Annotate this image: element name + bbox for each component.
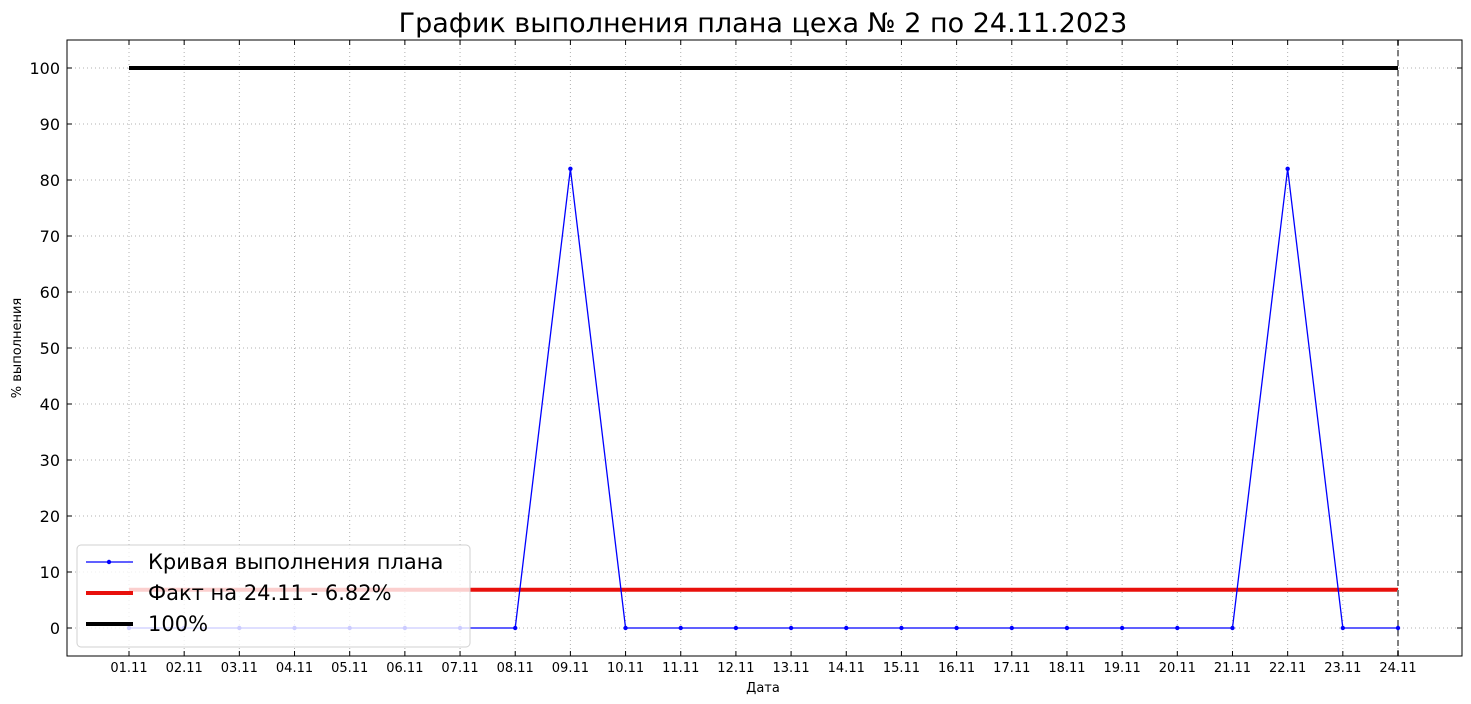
y-tick-label: 10	[40, 563, 60, 582]
x-tick-label: 12.11	[717, 661, 754, 676]
y-tick-label: 40	[40, 395, 60, 414]
x-tick-label: 03.11	[221, 661, 258, 676]
x-tick-label: 08.11	[497, 661, 534, 676]
x-tick-label: 23.11	[1324, 661, 1361, 676]
plan-curve-point	[568, 166, 573, 171]
plan-curve-point	[623, 625, 628, 631]
plan-curve-point	[899, 625, 904, 631]
x-tick-label: 22.11	[1269, 661, 1306, 676]
x-tick-label: 13.11	[772, 661, 809, 676]
x-tick-label: 04.11	[276, 661, 313, 676]
plan-curve-point	[733, 625, 739, 631]
y-tick-label: 20	[40, 507, 60, 526]
plan-curve-point	[788, 625, 794, 631]
x-tick-label: 18.11	[1048, 661, 1085, 676]
legend-box	[76, 544, 471, 648]
y-tick-label: 50	[40, 339, 60, 358]
x-tick-label: 21.11	[1214, 661, 1251, 676]
x-tick-label: 14.11	[828, 661, 865, 676]
x-tick-label: 15.11	[883, 661, 920, 676]
plan-curve-point	[1119, 625, 1125, 631]
plan-curve-point	[1340, 625, 1346, 631]
plot-frame	[66, 39, 1463, 657]
x-tick-label: 06.11	[386, 661, 423, 676]
plan-curve-point	[513, 625, 518, 631]
plan-curve-point	[954, 625, 959, 631]
x-tick-label: 11.11	[662, 661, 699, 676]
legend-label-1: Факт на 24.11 - 6.82%	[148, 581, 392, 605]
plan-curve-point	[1064, 625, 1070, 631]
legend-label-0: Кривая выполнения плана	[148, 550, 443, 574]
plan-curve-point	[844, 625, 849, 631]
legend-label-2: 100%	[148, 612, 208, 636]
y-tick-label: 80	[40, 171, 60, 190]
x-tick-label: 09.11	[552, 661, 589, 676]
plan-curve-point	[1285, 166, 1290, 171]
x-tick-label: 05.11	[331, 661, 368, 676]
plan-curve-point	[1230, 625, 1235, 631]
legend: Кривая выполнения плана Факт на 24.11 - 6…	[76, 544, 471, 648]
x-tick-label: 02.11	[166, 661, 203, 676]
x-tick-label: 16.11	[938, 661, 975, 676]
x-tick-label: 24.11	[1379, 661, 1416, 676]
legend-marker-0	[106, 559, 112, 565]
y-axis-label: % выполнения	[10, 298, 25, 398]
y-tick-label: 60	[40, 283, 60, 302]
x-tick-label: 17.11	[993, 661, 1030, 676]
x-tick-label: 07.11	[441, 661, 478, 676]
x-tick-label: 01.11	[110, 661, 147, 676]
x-tick-label: 20.11	[1159, 661, 1196, 676]
chart-title: График выполнения плана цеха № 2 по 24.1…	[399, 8, 1128, 39]
plan-curve-point	[1175, 625, 1180, 631]
x-tick-label: 19.11	[1104, 661, 1141, 676]
grid	[67, 40, 1462, 656]
y-tick-label: 100	[29, 59, 60, 78]
y-tick-label: 90	[40, 115, 60, 134]
y-tick-label: 0	[50, 619, 60, 638]
plan-curve-point	[1395, 625, 1401, 631]
plan-curve-point	[1009, 625, 1014, 631]
y-tick-label: 70	[40, 227, 60, 246]
x-tick-label: 10.11	[607, 661, 644, 676]
ticks: 0 10 20 30 40 50 60 70 80 90 100 01.11 02.11 03.11 04.…	[29, 40, 1462, 676]
y-tick-label: 30	[40, 451, 60, 470]
plan-curve-point	[678, 625, 683, 631]
x-axis-label: Дата	[746, 681, 780, 696]
